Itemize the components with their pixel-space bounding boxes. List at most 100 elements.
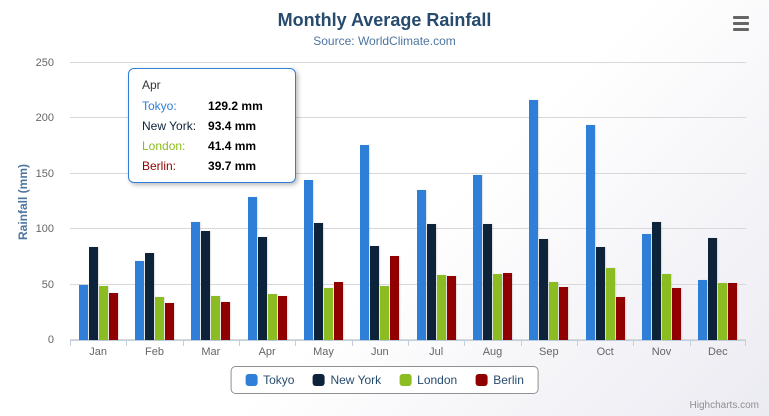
export-menu-button[interactable] <box>729 12 755 34</box>
credits-link[interactable]: Highcharts.com <box>689 400 759 411</box>
bar-tokyo-dec[interactable] <box>698 279 708 340</box>
legend-label: Tokyo <box>263 373 295 387</box>
bar-berlin-nov[interactable] <box>672 288 681 340</box>
bar-london-jun[interactable] <box>380 286 390 340</box>
bar-new-york-mar[interactable] <box>201 230 211 340</box>
hamburger-icon <box>733 27 749 31</box>
gridline <box>70 228 746 230</box>
bar-tokyo-jun[interactable] <box>360 145 370 340</box>
bar-london-jul[interactable] <box>436 274 446 340</box>
gridline <box>70 283 746 285</box>
bar-london-feb[interactable] <box>155 297 164 340</box>
bar-tokyo-mar[interactable] <box>191 222 201 340</box>
bar-tokyo-feb[interactable] <box>135 260 144 340</box>
bar-new-york-apr[interactable] <box>257 236 267 340</box>
x-axis-tick <box>577 341 578 346</box>
x-axis-tick <box>239 341 240 346</box>
bar-london-apr[interactable] <box>267 294 277 340</box>
bar-berlin-apr[interactable] <box>277 296 287 340</box>
x-axis-label: May <box>313 346 334 358</box>
bar-new-york-oct[interactable] <box>595 247 605 340</box>
x-axis-tick <box>745 341 746 346</box>
legend-item-berlin[interactable]: Berlin <box>475 373 524 387</box>
tooltip: Apr Tokyo: 129.2 mm New York: 93.4 mm London… <box>128 68 296 183</box>
bar-london-sep[interactable] <box>549 281 559 340</box>
bar-new-york-nov[interactable] <box>652 221 661 340</box>
y-axis-label: 50 <box>41 278 54 291</box>
tooltip-header: Apr <box>142 78 161 92</box>
legend-label: Berlin <box>493 373 524 387</box>
tooltip-series-label: New York: <box>142 119 197 133</box>
bar-new-york-jun[interactable] <box>370 246 380 340</box>
hamburger-icon <box>733 21 749 25</box>
hamburger-icon <box>733 15 749 19</box>
bar-berlin-dec[interactable] <box>728 283 738 340</box>
bar-berlin-jan[interactable] <box>108 293 118 340</box>
x-axis-tick <box>408 341 409 346</box>
x-axis-tick <box>182 341 184 346</box>
bar-tokyo-jan[interactable] <box>78 284 88 340</box>
bar-new-york-aug[interactable] <box>483 224 492 340</box>
bar-berlin-jul[interactable] <box>446 276 456 340</box>
y-axis-label: 150 <box>35 167 54 180</box>
tooltip-series-label: London: <box>142 139 186 153</box>
bar-berlin-sep[interactable] <box>559 287 569 340</box>
bar-new-york-jul[interactable] <box>426 223 436 340</box>
bar-new-york-may[interactable] <box>314 222 323 340</box>
bar-berlin-aug[interactable] <box>503 273 512 340</box>
legend-item-new-york[interactable]: New York <box>312 373 381 387</box>
legend-item-tokyo[interactable]: Tokyo <box>245 373 294 387</box>
tooltip-series-value: 39.7 mm <box>208 159 257 173</box>
x-axis-tick <box>70 341 71 346</box>
bar-berlin-jun[interactable] <box>390 256 400 340</box>
x-axis-label: Apr <box>258 346 276 358</box>
bar-tokyo-sep[interactable] <box>529 100 539 340</box>
y-axis-label: 250 <box>35 57 54 69</box>
bar-tokyo-may[interactable] <box>304 180 313 340</box>
bar-new-york-feb[interactable] <box>145 252 154 340</box>
gridline <box>70 117 746 119</box>
tooltip-series-label: Berlin: <box>142 159 177 173</box>
x-axis-label: Aug <box>482 346 503 358</box>
bar-london-oct[interactable] <box>605 267 615 340</box>
x-axis-label: Mar <box>201 346 221 358</box>
tooltip-rows: Tokyo: 129.2 mm New York: 93.4 mm London: 41.… <box>142 99 282 173</box>
legend-marker <box>399 374 412 386</box>
bar-tokyo-aug[interactable] <box>473 175 482 340</box>
gridline <box>70 62 746 63</box>
bar-tokyo-jul[interactable] <box>416 189 426 340</box>
bar-london-aug[interactable] <box>493 273 502 340</box>
bar-new-york-sep[interactable] <box>539 238 549 340</box>
bar-tokyo-oct[interactable] <box>585 124 595 340</box>
legend-item-london[interactable]: London <box>399 373 457 387</box>
x-axis-tick <box>464 341 466 346</box>
chart-title: Monthly Average Rainfall <box>277 10 492 30</box>
bar-london-dec[interactable] <box>718 283 728 340</box>
x-axis-label: Sep <box>539 346 559 358</box>
legend-marker <box>312 374 325 386</box>
x-axis-tick <box>689 341 691 346</box>
bar-berlin-oct[interactable] <box>615 296 625 340</box>
x-axis-tick <box>520 341 522 346</box>
bar-london-mar[interactable] <box>211 296 221 340</box>
bar-london-nov[interactable] <box>662 274 671 340</box>
bar-berlin-mar[interactable] <box>221 301 231 340</box>
legend-marker <box>475 374 488 386</box>
x-axis-tick <box>126 341 128 346</box>
bar-new-york-jan[interactable] <box>88 247 98 340</box>
bar-tokyo-nov[interactable] <box>642 234 651 340</box>
y-axis-label: 0 <box>47 334 54 346</box>
bar-london-may[interactable] <box>324 287 333 340</box>
bar-tokyo-apr[interactable] <box>247 196 257 340</box>
tooltip-series-value: 41.4 mm <box>208 139 257 153</box>
bar-london-jan[interactable] <box>98 285 108 340</box>
gridline <box>70 339 746 340</box>
x-axis-tick <box>351 341 353 346</box>
tooltip-series-value: 129.2 mm <box>208 99 263 113</box>
x-axis-label: Jan <box>89 346 108 358</box>
bar-berlin-may[interactable] <box>334 281 343 340</box>
bar-berlin-feb[interactable] <box>165 303 174 340</box>
bar-new-york-dec[interactable] <box>708 237 718 340</box>
x-axis-label: Nov <box>651 346 672 358</box>
